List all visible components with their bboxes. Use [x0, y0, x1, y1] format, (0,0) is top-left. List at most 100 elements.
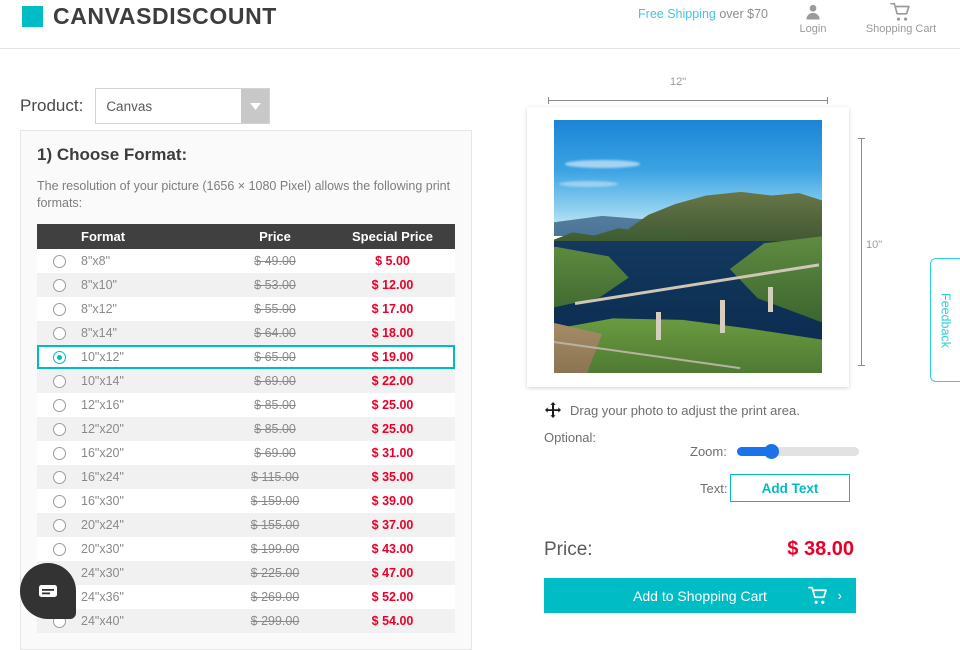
table-row[interactable]: 16"x24" $ 115.00 $ 35.00 [37, 465, 455, 489]
photo-bridge-pier [655, 312, 661, 341]
product-select[interactable]: Canvas [95, 88, 271, 124]
format-radio-cell[interactable] [37, 393, 81, 417]
format-radio-cell[interactable] [37, 489, 81, 513]
photo-bridge-pier [720, 299, 726, 333]
format-radio[interactable] [52, 423, 66, 437]
table-row[interactable]: 12"x16" $ 85.00 $ 25.00 [37, 393, 455, 417]
format-radio-cell[interactable] [37, 321, 81, 345]
format-size-cell: 16"x30" [81, 494, 124, 508]
shopping-cart-button[interactable]: Shopping Cart [856, 2, 946, 36]
table-row[interactable]: 20"x24" $ 155.00 $ 37.00 [37, 513, 455, 537]
format-radio[interactable] [52, 495, 66, 509]
format-radio[interactable] [52, 327, 66, 341]
format-radio[interactable] [52, 303, 66, 317]
user-icon [806, 4, 820, 20]
table-row[interactable]: 16"x30" $ 159.00 $ 39.00 [37, 489, 455, 513]
cart-icon [807, 586, 827, 604]
table-row[interactable]: 24"x40" $ 299.00 $ 54.00 [37, 609, 455, 633]
table-row[interactable]: 10"x14" $ 69.00 $ 22.00 [37, 369, 455, 393]
format-size-cell: 24"x36" [81, 590, 124, 604]
format-size-cell: 12"x20" [81, 422, 124, 436]
format-special-price-cell: $ 25.00 [371, 398, 414, 412]
format-price-cell: $ 155.00 [250, 518, 300, 532]
table-row[interactable]: 12"x20" $ 85.00 $ 25.00 [37, 417, 455, 441]
format-radio-cell[interactable] [37, 297, 81, 321]
format-radio[interactable] [52, 519, 66, 533]
format-price-cell: $ 69.00 [254, 446, 296, 460]
price-value: $ 38.00 [787, 538, 854, 560]
zoom-slider[interactable] [736, 444, 859, 459]
table-row[interactable]: 8"x14" $ 64.00 $ 18.00 [37, 321, 455, 345]
login-button[interactable]: Login [776, 2, 850, 36]
format-radio-cell[interactable] [37, 465, 81, 489]
format-radio-cell[interactable] [37, 369, 81, 393]
format-panel-description: The resolution of your picture (1656 × 1… [37, 179, 451, 210]
table-row[interactable]: 24"x30" $ 225.00 $ 47.00 [37, 561, 455, 585]
column-special-price: Special Price [330, 224, 455, 249]
format-table-header-row: Format Price Special Price [37, 224, 455, 249]
format-price-cell: $ 159.00 [250, 494, 300, 508]
format-special-price-cell: $ 17.00 [371, 302, 414, 316]
add-to-cart-button[interactable]: Add to Shopping Cart › [544, 578, 856, 613]
preview-width-dimension-line [548, 97, 828, 104]
price-row: Price: $ 38.00 [544, 538, 854, 561]
format-size-cell: 8"x10" [81, 278, 117, 292]
format-table-head: Format Price Special Price [37, 224, 455, 249]
format-radio-cell[interactable] [37, 441, 81, 465]
drag-hint-text: Drag your photo to adjust the print area… [570, 402, 800, 418]
add-text-button[interactable]: Add Text [730, 474, 850, 502]
login-label: Login [799, 23, 827, 35]
format-panel-title: 1) Choose Format: [37, 145, 188, 164]
format-radio[interactable] [52, 351, 66, 365]
format-size-cell: 20"x24" [81, 518, 124, 532]
chevron-right-icon: › [837, 588, 842, 603]
free-shipping-rest: over $70 [715, 7, 768, 21]
format-size-cell: 24"x30" [81, 566, 124, 580]
text-label: Text: [700, 481, 728, 496]
format-special-price-cell: $ 12.00 [371, 278, 414, 292]
shopping-cart-label: Shopping Cart [865, 23, 937, 35]
format-radio-cell[interactable] [37, 537, 81, 561]
format-special-price-cell: $ 52.00 [371, 590, 414, 604]
product-select-value: Canvas [106, 98, 153, 114]
format-radio-cell[interactable] [37, 273, 81, 297]
table-row[interactable]: 24"x36" $ 269.00 $ 52.00 [37, 585, 455, 609]
format-radio-cell[interactable] [37, 345, 81, 369]
uploaded-photo[interactable] [554, 120, 822, 373]
format-radio-cell[interactable] [37, 249, 81, 273]
brand-name: CANVASDISCOUNT [53, 3, 277, 29]
format-radio[interactable] [52, 471, 66, 485]
format-price-cell: $ 115.00 [251, 470, 299, 484]
format-size-cell: 8"x8" [81, 254, 111, 268]
chevron-down-icon[interactable] [241, 89, 270, 123]
format-radio[interactable] [52, 543, 66, 557]
table-row[interactable]: 16"x20" $ 69.00 $ 31.00 [37, 441, 455, 465]
column-format: Format [81, 224, 220, 249]
format-radio[interactable] [52, 255, 66, 269]
format-special-price-cell: $ 39.00 [371, 494, 414, 508]
table-row[interactable]: 20"x30" $ 199.00 $ 43.00 [37, 537, 455, 561]
format-radio[interactable] [52, 279, 66, 293]
zoom-slider-thumb[interactable] [763, 444, 779, 459]
format-special-price-cell: $ 18.00 [371, 326, 414, 340]
format-radio[interactable] [52, 375, 66, 389]
product-label: Product: [20, 96, 84, 115]
add-to-cart-label: Add to Shopping Cart [633, 587, 767, 604]
format-radio-cell[interactable] [37, 513, 81, 537]
table-row[interactable]: 8"x12" $ 55.00 $ 17.00 [37, 297, 455, 321]
brand-logo[interactable]: CANVASDISCOUNT [22, 3, 277, 30]
canvas-preview-frame[interactable] [527, 107, 849, 387]
format-radio-cell[interactable] [37, 417, 81, 441]
column-select [37, 224, 81, 249]
format-radio[interactable] [52, 399, 66, 413]
table-row[interactable]: 8"x10" $ 53.00 $ 12.00 [37, 273, 455, 297]
format-radio[interactable] [52, 447, 66, 461]
feedback-tab[interactable]: Feedback [930, 258, 960, 382]
move-arrows-icon [545, 402, 561, 418]
chat-widget-button[interactable] [20, 563, 76, 619]
table-row[interactable]: 8"x8" $ 49.00 $ 5.00 [37, 249, 455, 273]
table-row[interactable]: 10"x12" $ 65.00 $ 19.00 [37, 345, 455, 369]
photo-cloud [559, 180, 619, 188]
format-size-cell: 16"x20" [81, 446, 124, 460]
photo-bridge-pier [768, 286, 774, 313]
